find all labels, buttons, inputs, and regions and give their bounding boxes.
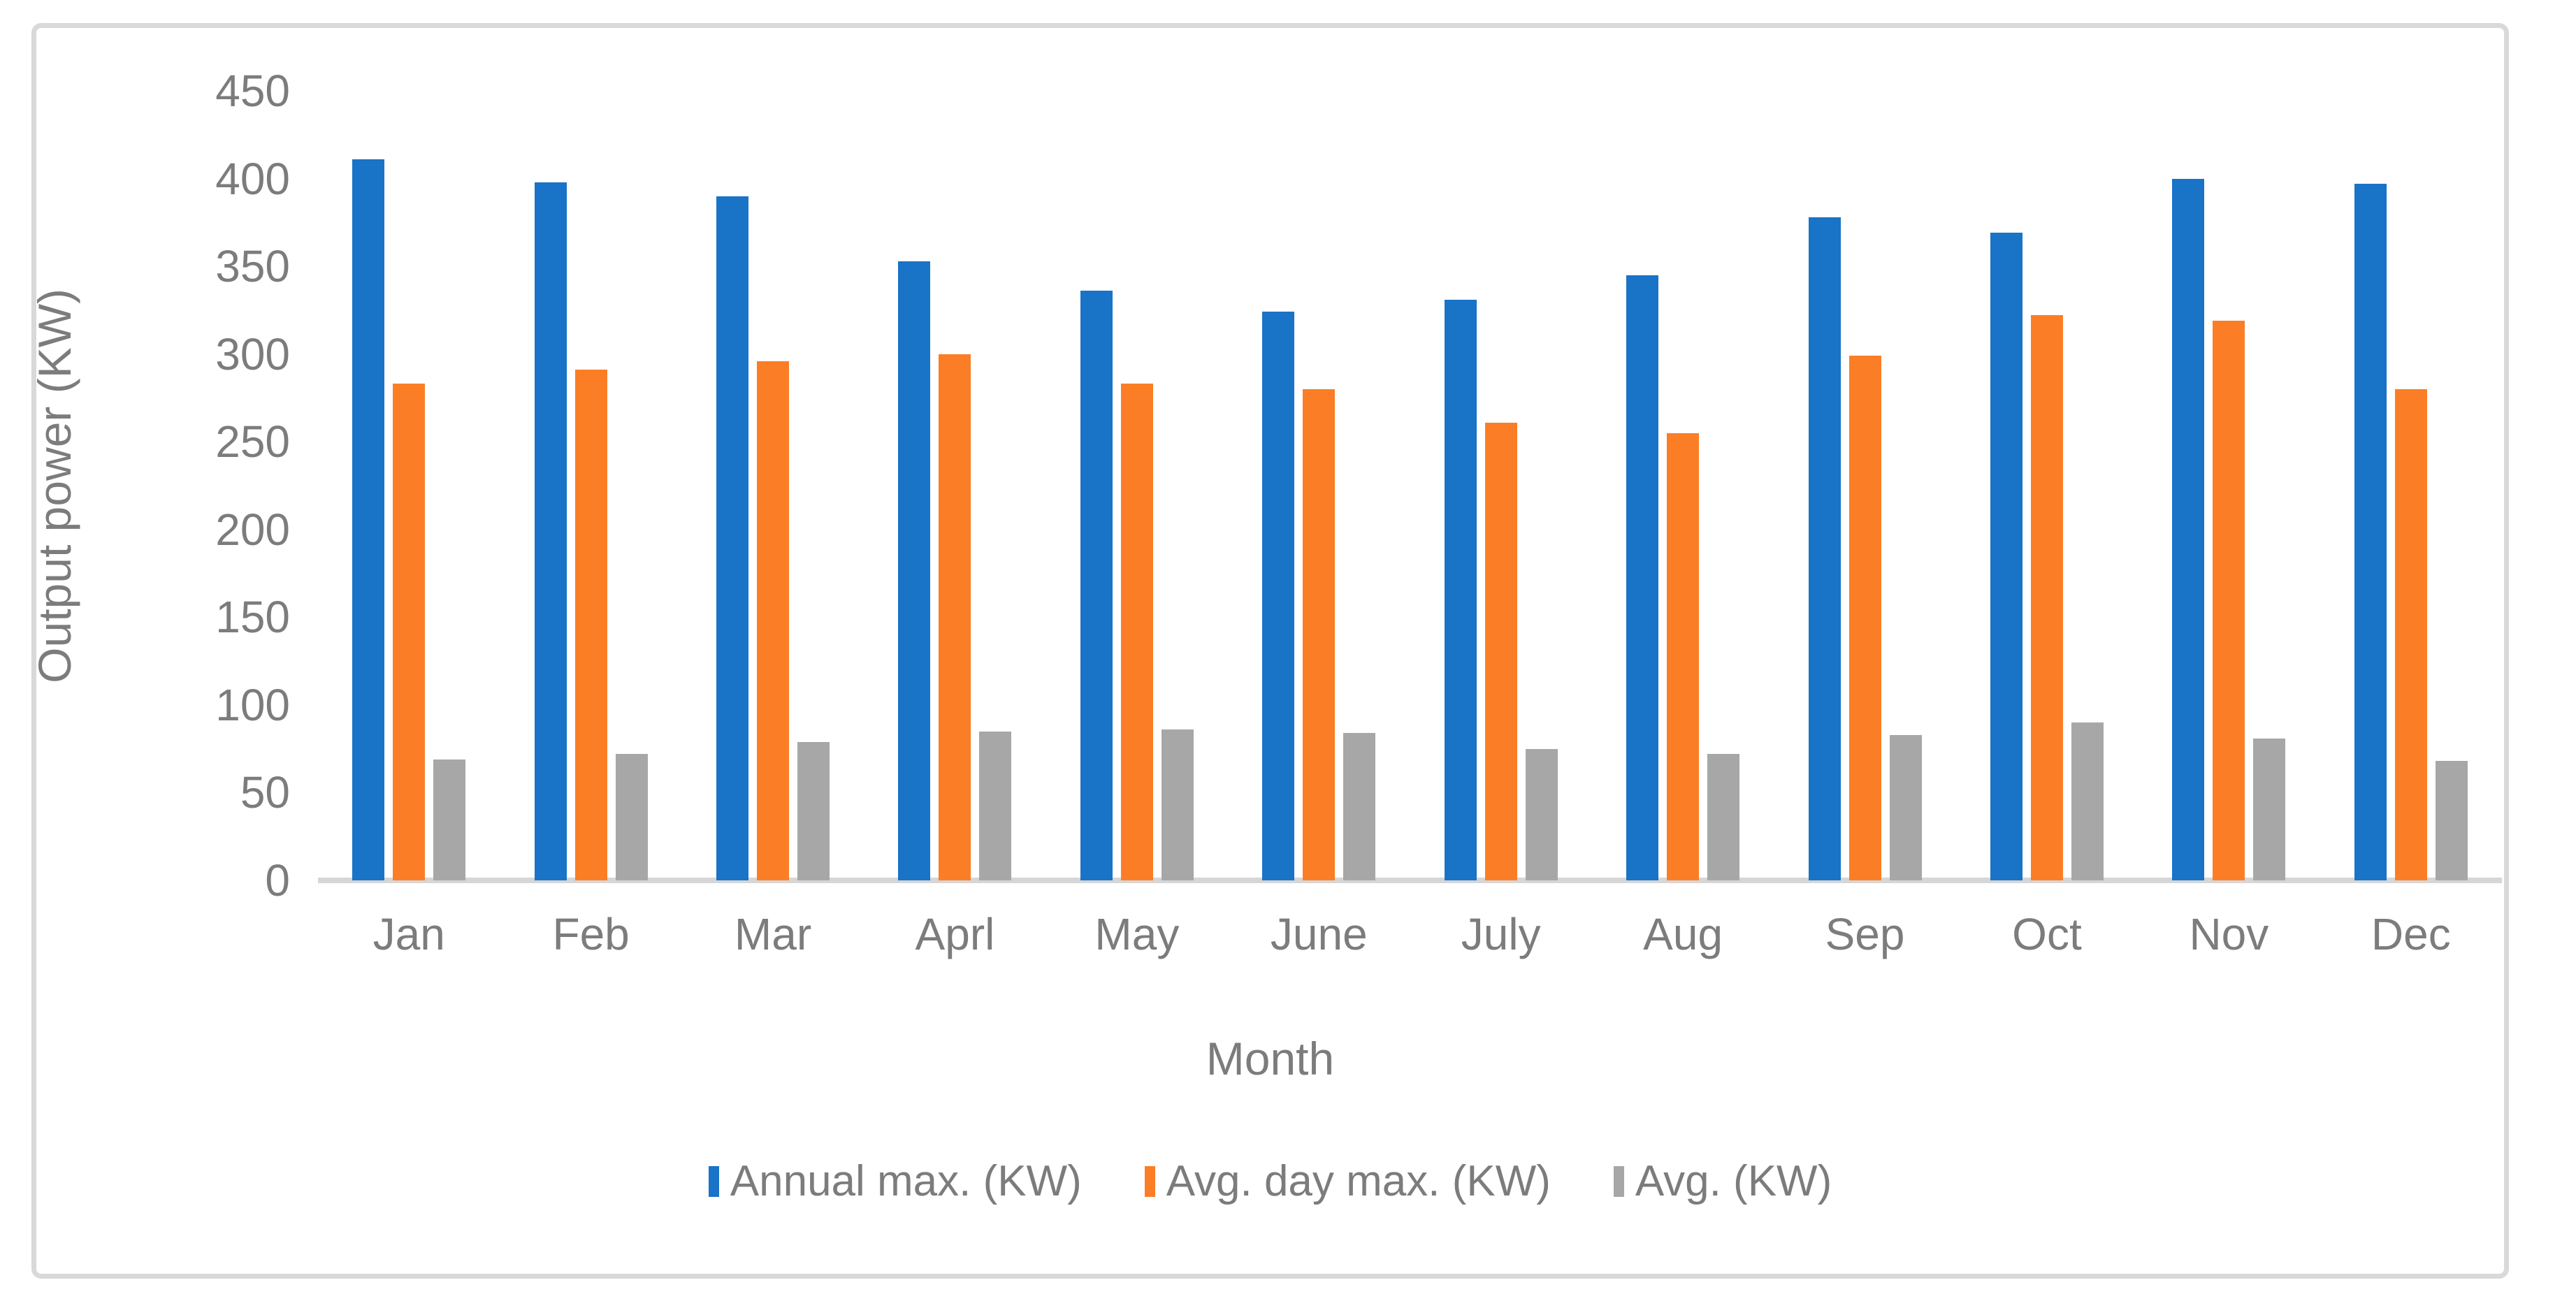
bar-group-sep — [1774, 91, 1955, 880]
bar-jan-avg-day-max-kw — [393, 384, 426, 880]
bar-may-avg-day-max-kw — [1120, 384, 1153, 880]
x-tick-label-june: June — [1270, 909, 1368, 959]
bar-feb-avg-kw — [615, 754, 648, 880]
bar-dec-avg-kw — [2435, 761, 2468, 880]
bar-jan-avg-kw — [433, 759, 466, 880]
bar-dec-annual-max-kw — [2354, 184, 2387, 880]
x-tick-label-may: May — [1094, 909, 1180, 959]
bar-may-avg-kw — [1161, 729, 1194, 880]
x-tick-label-oct: Oct — [2012, 909, 2082, 959]
bar-feb-annual-max-kw — [534, 182, 567, 880]
legend-swatch — [708, 1165, 719, 1197]
bar-group-may — [1046, 91, 1228, 880]
bar-nov-avg-day-max-kw — [2213, 320, 2245, 880]
x-tick-label-dec: Dec — [2371, 909, 2451, 959]
bar-july-avg-day-max-kw — [1484, 422, 1517, 880]
bar-july-avg-kw — [1525, 748, 1558, 880]
bar-july-annual-max-kw — [1444, 299, 1477, 880]
y-tick-label: 400 — [215, 153, 290, 204]
bar-nov-avg-kw — [2253, 738, 2286, 880]
x-axis-title: Month — [1206, 1033, 1335, 1084]
x-tick-label-aug: Aug — [1643, 909, 1723, 959]
x-tick-label-sep: Sep — [1825, 909, 1905, 959]
bar-june-avg-kw — [1343, 733, 1376, 880]
bar-may-annual-max-kw — [1080, 291, 1113, 880]
bar-group-aug — [1592, 91, 1774, 880]
chart-legend: Annual max. (KW) Avg. day max. (KW) Avg. (… — [31, 1156, 2509, 1206]
bar-group-nov — [2138, 91, 2320, 880]
x-tick-label-jan: Jan — [372, 909, 445, 959]
x-axis-tick-labels: Jan Feb Mar Aprl May June July Aug Sep Oct Nov Dec — [318, 910, 2502, 959]
legend-item-avg-kw: Avg. (KW) — [1613, 1156, 1832, 1206]
x-tick-label-nov: Nov — [2189, 909, 2269, 959]
bar-aprl-avg-day-max-kw — [939, 354, 971, 880]
y-tick-label: 200 — [215, 504, 290, 555]
bar-mar-avg-kw — [797, 741, 830, 880]
y-tick-label: 50 — [240, 767, 290, 818]
y-tick-label: 300 — [215, 328, 290, 379]
bar-aprl-avg-kw — [979, 731, 1012, 880]
bar-group-oct — [1956, 91, 2138, 880]
x-tick-label-mar: Mar — [734, 909, 812, 959]
bar-june-avg-day-max-kw — [1303, 388, 1336, 880]
bar-aug-avg-day-max-kw — [1667, 433, 1700, 880]
y-tick-label: 350 — [215, 241, 290, 292]
x-tick-label-july: July — [1461, 909, 1541, 959]
bar-feb-avg-day-max-kw — [574, 370, 607, 880]
bar-group-aprl — [864, 91, 1045, 880]
bar-june-annual-max-kw — [1262, 312, 1295, 880]
bar-oct-avg-day-max-kw — [2030, 315, 2063, 880]
bar-sep-avg-kw — [1889, 734, 1922, 880]
legend-label: Avg. (KW) — [1635, 1157, 1832, 1205]
bar-group-jan — [318, 91, 500, 880]
bar-jan-annual-max-kw — [352, 159, 385, 880]
plot-area — [318, 91, 2502, 880]
y-axis-title-text: Output power (KW) — [29, 288, 80, 683]
bar-mar-annual-max-kw — [716, 196, 749, 880]
y-axis-title: Output power (KW) — [20, 91, 89, 880]
y-tick-label: 450 — [215, 66, 290, 116]
x-axis-line — [318, 878, 2502, 883]
bar-dec-avg-day-max-kw — [2394, 388, 2427, 880]
legend-item-annual-max-kw: Annual max. (KW) — [708, 1156, 1082, 1206]
bar-group-mar — [682, 91, 864, 880]
bar-sep-avg-day-max-kw — [1848, 356, 1881, 880]
bar-oct-avg-kw — [2071, 722, 2104, 880]
legend-swatch — [1613, 1165, 1624, 1197]
y-tick-label: 150 — [215, 592, 290, 643]
bar-group-july — [1410, 91, 1592, 880]
bar-group-june — [1228, 91, 1410, 880]
bar-aug-annual-max-kw — [1626, 275, 1659, 880]
bar-aug-avg-kw — [1707, 754, 1740, 880]
legend-swatch — [1144, 1165, 1155, 1197]
bar-oct-annual-max-kw — [1990, 233, 2023, 880]
y-tick-label: 100 — [215, 679, 290, 730]
legend-label: Avg. day max. (KW) — [1166, 1157, 1551, 1205]
y-tick-label: 0 — [265, 855, 290, 906]
bar-group-feb — [500, 91, 681, 880]
bar-nov-annual-max-kw — [2172, 178, 2205, 880]
legend-label: Annual max. (KW) — [730, 1157, 1082, 1205]
bar-group-dec — [2320, 91, 2502, 880]
x-tick-label-feb: Feb — [552, 909, 630, 959]
y-tick-label: 250 — [215, 416, 290, 467]
bar-mar-avg-day-max-kw — [757, 361, 790, 880]
y-axis-tick-labels: 0 50 100 150 200 250 300 350 400 450 — [150, 68, 290, 903]
legend-item-avg-day-max-kw: Avg. day max. (KW) — [1144, 1156, 1551, 1206]
bar-aprl-annual-max-kw — [898, 261, 931, 880]
bar-sep-annual-max-kw — [1808, 217, 1841, 880]
x-tick-label-aprl: Aprl — [915, 909, 995, 959]
